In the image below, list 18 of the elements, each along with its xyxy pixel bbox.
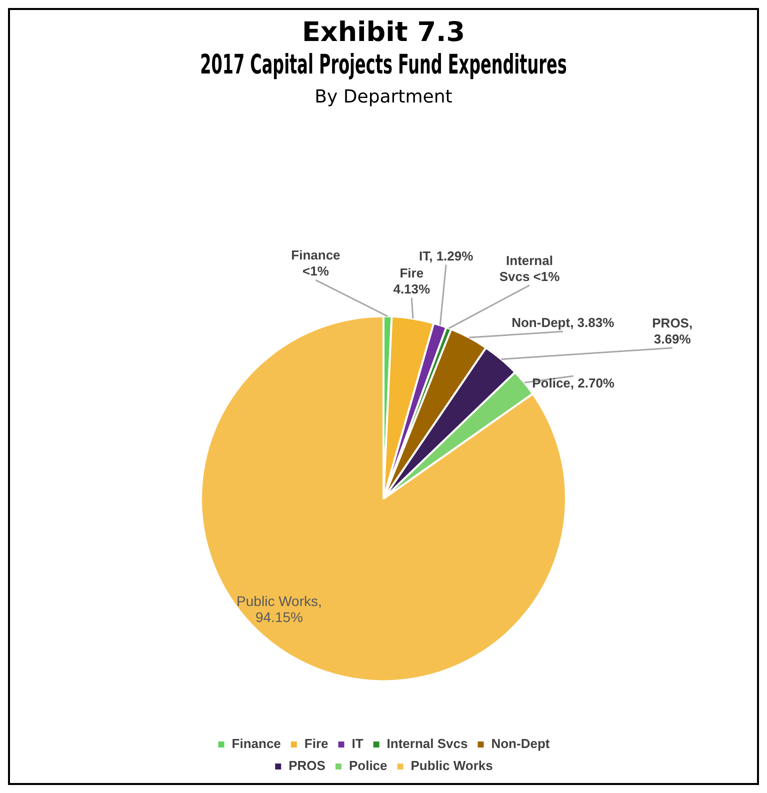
data-label: Finance <1%: [291, 248, 340, 279]
legend-label: Police: [348, 758, 388, 774]
data-label: Public Works, 94.15%: [236, 593, 322, 626]
legend-label: Internal Svcs: [386, 736, 468, 752]
chart-subtitle: By Department: [314, 86, 452, 108]
chart-title: Exhibit 7.3 2017 Capital Projects Fund Expenditures: [200, 17, 567, 81]
legend-label: Fire: [304, 736, 328, 752]
legend-label: IT: [352, 736, 364, 752]
data-label: IT, 1.29%: [418, 248, 474, 264]
legend-label: Finance: [232, 736, 281, 752]
legend-label: PROS: [288, 758, 326, 774]
legend-label: Non-Dept: [491, 736, 550, 752]
data-label: Police, 2.70%: [532, 376, 615, 391]
data-label: PROS, 3.69%: [652, 315, 693, 346]
data-label: Fire 4.13%: [393, 265, 431, 296]
data-label: Internal Svcs <1%: [499, 252, 560, 284]
legend-label: Public Works: [410, 758, 493, 774]
data-label: Non-Dept, 3.83%: [512, 315, 615, 330]
